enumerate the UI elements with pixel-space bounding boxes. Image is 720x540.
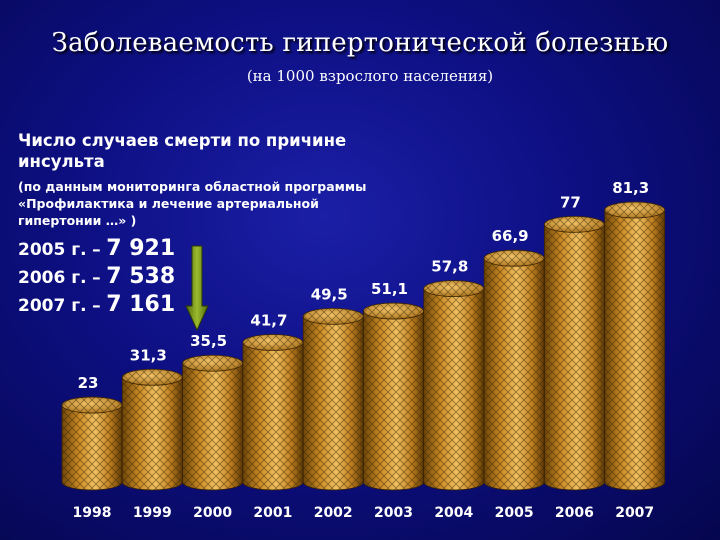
value-label-2007: 81,3 <box>612 179 649 197</box>
x-label-2007: 2007 <box>615 505 654 521</box>
chart-value-labels: 23 31,3 35,5 41,7 49,5 51,1 57,8 66,9 77 81,3 <box>78 179 650 392</box>
chart-bars <box>61 201 666 491</box>
stat-year: 2007 г. <box>18 296 87 316</box>
page-title: Заболеваемость гипертонической болезнью <box>51 28 669 58</box>
stat-value: 7 921 <box>106 236 176 261</box>
stroke-deaths-stats: 2005 г. – 7 921 2006 г. – 7 538 2007 г. … <box>18 236 175 320</box>
stat-line-2006: 2006 г. – 7 538 <box>18 264 175 292</box>
x-label-2005: 2005 <box>495 505 534 521</box>
x-label-1999: 1999 <box>133 505 172 521</box>
bar-1998 <box>61 396 123 491</box>
x-label-2002: 2002 <box>314 505 353 521</box>
value-label-2000: 35,5 <box>190 332 227 350</box>
value-label-2004: 57,8 <box>431 258 468 276</box>
bar-2003 <box>363 302 424 491</box>
stat-line-2007: 2007 г. – 7 161 <box>18 292 175 320</box>
value-label-2001: 41,7 <box>250 311 287 329</box>
value-label-2002: 49,5 <box>311 285 348 303</box>
bar-2006 <box>544 215 605 491</box>
bar-2000 <box>182 354 244 491</box>
bar-1999 <box>121 368 183 491</box>
bar-2007 <box>604 201 666 491</box>
value-label-2005: 66,9 <box>492 227 529 245</box>
stat-dash: – <box>92 268 101 288</box>
bar-2004 <box>423 280 485 491</box>
x-label-2004: 2004 <box>434 505 473 521</box>
chart-x-axis-labels: 1998 1999 2000 2001 2002 2003 2004 2005 2006 2007 <box>73 505 655 521</box>
stroke-deaths-heading: Число случаев смерти по причине инсульта <box>18 131 347 171</box>
stat-value: 7 538 <box>106 264 176 289</box>
stat-dash: – <box>92 296 101 316</box>
stat-year: 2005 г. <box>18 240 87 260</box>
value-label-1999: 31,3 <box>130 346 167 364</box>
bar-2001 <box>242 334 304 491</box>
stat-line-2005: 2005 г. – 7 921 <box>18 236 175 264</box>
value-label-2006: 77 <box>560 193 581 211</box>
x-label-2001: 2001 <box>253 505 292 521</box>
x-label-2006: 2006 <box>555 505 594 521</box>
page-subtitle: (на 1000 взрослого населения) <box>246 67 494 85</box>
x-label-2003: 2003 <box>374 505 413 521</box>
bar-2002 <box>302 307 364 491</box>
x-label-1998: 1998 <box>73 505 112 521</box>
stat-year: 2006 г. <box>18 268 87 288</box>
value-label-2003: 51,1 <box>371 280 408 298</box>
x-label-2000: 2000 <box>193 505 232 521</box>
stat-dash: – <box>92 240 101 260</box>
down-arrow-icon <box>185 245 209 332</box>
stat-value: 7 161 <box>106 292 176 317</box>
bar-2005 <box>483 249 545 491</box>
value-label-1998: 23 <box>78 374 99 392</box>
stroke-deaths-source-note: (по данным мониторинга областной програм… <box>18 179 367 228</box>
